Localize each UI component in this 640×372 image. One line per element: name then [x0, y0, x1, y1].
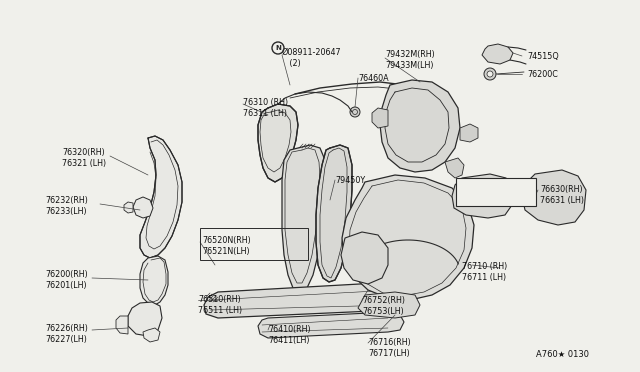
- Polygon shape: [372, 108, 388, 128]
- Bar: [456, 178, 536, 206]
- Polygon shape: [116, 316, 128, 334]
- Circle shape: [350, 107, 360, 117]
- Text: 76410(RH)
76411(LH): 76410(RH) 76411(LH): [268, 325, 310, 345]
- Polygon shape: [140, 256, 168, 305]
- Polygon shape: [482, 44, 513, 64]
- Circle shape: [351, 264, 359, 272]
- Polygon shape: [282, 145, 326, 292]
- Bar: [200, 228, 308, 260]
- Polygon shape: [380, 80, 460, 172]
- Text: 76320(RH)
76321 (LH): 76320(RH) 76321 (LH): [62, 148, 106, 168]
- Polygon shape: [204, 282, 415, 318]
- Text: 76520N(RH)
76521N(LH): 76520N(RH) 76521N(LH): [202, 236, 251, 256]
- Text: Ø08911-20647
   (2): Ø08911-20647 (2): [282, 48, 342, 68]
- Text: 76710 (RH)
76711 (LH): 76710 (RH) 76711 (LH): [462, 262, 508, 282]
- Text: A760★ 0130: A760★ 0130: [536, 350, 589, 359]
- Text: 76640(RH)
76635(LH): 76640(RH) 76635(LH): [462, 185, 504, 205]
- Text: 76200(RH)
76201(LH): 76200(RH) 76201(LH): [45, 270, 88, 290]
- Polygon shape: [128, 302, 162, 336]
- Text: 76226(RH)
76227(LH): 76226(RH) 76227(LH): [45, 324, 88, 344]
- Polygon shape: [445, 158, 464, 178]
- Circle shape: [484, 68, 496, 80]
- Text: 76310 (RH)
76311 (LH): 76310 (RH) 76311 (LH): [243, 98, 288, 118]
- Polygon shape: [133, 197, 153, 218]
- Polygon shape: [316, 145, 352, 282]
- Polygon shape: [258, 312, 404, 338]
- Text: 76630(RH)
76631 (LH): 76630(RH) 76631 (LH): [540, 185, 584, 205]
- Text: 76510(RH)
76511 (LH): 76510(RH) 76511 (LH): [198, 295, 242, 315]
- Polygon shape: [342, 175, 474, 300]
- Polygon shape: [452, 174, 512, 218]
- Text: 79450Y: 79450Y: [335, 176, 365, 185]
- Circle shape: [366, 244, 374, 252]
- Text: 76232(RH)
76233(LH): 76232(RH) 76233(LH): [45, 196, 88, 216]
- Text: 76460A: 76460A: [358, 74, 388, 83]
- Text: 76200C: 76200C: [527, 70, 558, 79]
- Polygon shape: [341, 232, 388, 284]
- Polygon shape: [258, 104, 298, 182]
- Polygon shape: [140, 136, 182, 258]
- Text: N: N: [275, 45, 281, 51]
- Text: 76716(RH)
76717(LH): 76716(RH) 76717(LH): [368, 338, 411, 358]
- Polygon shape: [124, 202, 133, 213]
- Polygon shape: [522, 170, 586, 225]
- Text: 79432M(RH)
79433M(LH): 79432M(RH) 79433M(LH): [385, 50, 435, 70]
- Polygon shape: [143, 328, 160, 342]
- Circle shape: [355, 253, 365, 263]
- Polygon shape: [358, 292, 420, 318]
- Text: 74515Q: 74515Q: [527, 52, 559, 61]
- Text: 76752(RH)
76753(LH): 76752(RH) 76753(LH): [362, 296, 405, 316]
- Circle shape: [487, 71, 493, 77]
- Polygon shape: [460, 124, 478, 142]
